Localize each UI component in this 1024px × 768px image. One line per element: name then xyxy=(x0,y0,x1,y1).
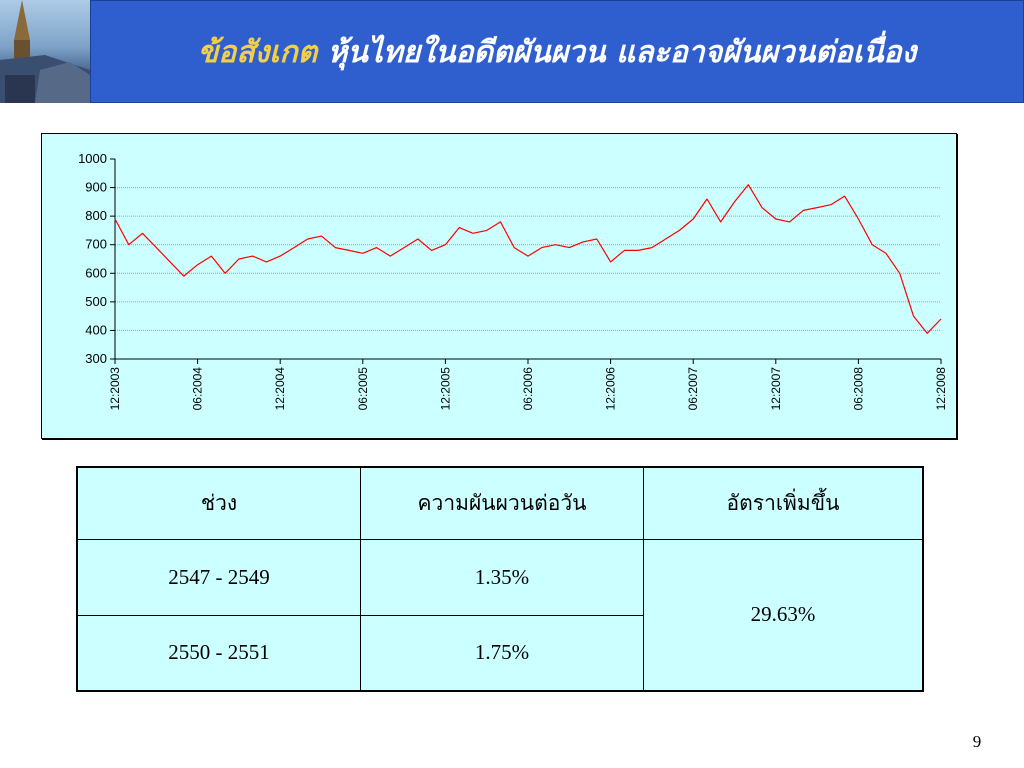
increase-value: 29.63% xyxy=(643,538,924,692)
page-number: 9 xyxy=(972,732,982,751)
y-tick-label: 500 xyxy=(85,294,107,309)
header-photo xyxy=(0,0,90,103)
slide-title: ข้อสังเกต หุ้นไทยในอดีตผันผวน และอาจผันผ… xyxy=(91,29,1023,76)
index-chart: 300 400 500 600 700 800 900 1000 12:2003 06:2004 1… xyxy=(41,133,957,439)
y-tick-label: 300 xyxy=(85,351,107,366)
x-tick-label: 12:2005 xyxy=(438,367,452,411)
x-tick-label: 12:2008 xyxy=(934,367,948,411)
x-tick-label: 06:2005 xyxy=(356,367,370,411)
header-volatility: ความผันผวนต่อวัน xyxy=(360,466,644,540)
title-band: ข้อสังเกต หุ้นไทยในอดีตผันผวน และอาจผันผ… xyxy=(90,0,1024,103)
x-tick-label: 12:2004 xyxy=(273,367,287,411)
x-tick-label: 06:2004 xyxy=(191,367,205,411)
row-volatility: 1.75% xyxy=(360,614,644,692)
table-header-row: ช่วง ความผันผวนต่อวัน อัตราเพิ่มขึ้น xyxy=(76,466,924,540)
table-row: 2550 - 2551 1.75% xyxy=(76,614,923,692)
volatility-table: ช่วง ความผันผวนต่อวัน อัตราเพิ่มขึ้น 254… xyxy=(76,466,924,692)
y-tick-label: 400 xyxy=(85,322,107,337)
x-tick-label: 12:2003 xyxy=(108,367,122,411)
series-line xyxy=(114,184,942,334)
row-volatility: 1.35% xyxy=(360,538,644,616)
y-tick-label: 700 xyxy=(85,237,107,252)
x-tick-label: 06:2008 xyxy=(851,367,865,411)
title-text: หุ้นไทยในอดีตผันผวน และอาจผันผวนต่อเนื่อ… xyxy=(317,35,917,70)
header-increase: อัตราเพิ่มขึ้น xyxy=(643,466,924,540)
header-period: ช่วง xyxy=(76,466,361,540)
slide-header: ข้อสังเกต หุ้นไทยในอดีตผันผวน และอาจผันผ… xyxy=(0,0,1024,103)
temple-spire-image xyxy=(0,0,90,103)
row-period: 2547 - 2549 xyxy=(76,538,361,616)
x-tick-label: 12:2006 xyxy=(604,367,618,411)
row-period: 2550 - 2551 xyxy=(76,614,361,692)
x-tick-label: 06:2007 xyxy=(686,367,700,411)
y-tick-label: 1000 xyxy=(78,151,107,166)
y-tick-label: 600 xyxy=(85,265,107,280)
x-tick-label: 06:2006 xyxy=(521,367,535,411)
chart-svg: 300 400 500 600 700 800 900 1000 12:2003 06:2004 1… xyxy=(78,151,948,411)
x-tick-label: 12:2007 xyxy=(769,367,783,411)
title-accent: ข้อสังเกต xyxy=(197,35,318,70)
y-tick-label: 900 xyxy=(85,180,107,195)
y-tick-label: 800 xyxy=(85,208,107,223)
table-row: 2547 - 2549 1.35% 29.63% xyxy=(76,538,924,692)
